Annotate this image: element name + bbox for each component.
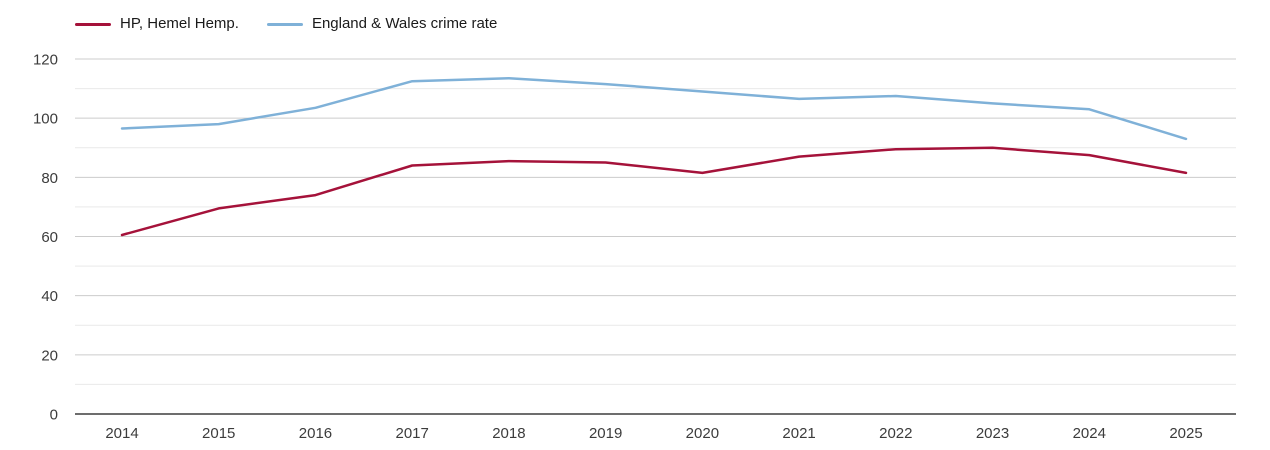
x-tick-label: 2021 xyxy=(782,425,815,442)
x-tick-label: 2016 xyxy=(299,425,332,442)
x-tick-label: 2019 xyxy=(589,425,622,442)
y-tick-label: 0 xyxy=(50,407,58,424)
x-tick-label: 2018 xyxy=(492,425,525,442)
gridlines xyxy=(75,58,1236,385)
y-tick-label: 40 xyxy=(41,288,58,305)
y-tick-label: 20 xyxy=(41,347,58,364)
legend-swatch-hp-icon xyxy=(75,22,111,26)
x-tick-label: 2014 xyxy=(105,425,138,442)
legend-item-hp-hemel-hemp: HP, Hemel Hemp. xyxy=(75,14,239,34)
y-tick-label: 80 xyxy=(41,170,58,187)
x-tick-label: 2015 xyxy=(202,425,235,442)
x-axis-tick-labels: 2014 2015 2016 2017 2018 2019 2020 2021 2022 2023… xyxy=(105,425,1202,442)
y-tick-label: 100 xyxy=(33,111,58,128)
y-tick-label: 120 xyxy=(33,52,58,69)
series-line-hp-hemel-hemp xyxy=(120,146,1188,237)
x-tick-label: 2024 xyxy=(1073,425,1106,442)
series-line-england-wales-crime-rate xyxy=(120,76,1188,141)
x-tick-label: 2023 xyxy=(976,425,1009,442)
x-tick-label: 2020 xyxy=(686,425,719,442)
x-tick-label: 2022 xyxy=(879,425,912,442)
x-tick-label: 2025 xyxy=(1169,425,1202,442)
y-axis-tick-labels: 0 20 40 60 80 100 120 xyxy=(33,52,58,424)
legend-item-england-wales: England & Wales crime rate xyxy=(266,14,498,34)
legend-label-hp: HP, Hemel Hemp. xyxy=(120,15,239,32)
legend-swatch-england-wales-icon xyxy=(266,22,303,26)
chart-legend: HP, Hemel Hemp. England & Wales crime ra… xyxy=(75,14,497,34)
x-tick-label: 2017 xyxy=(395,425,428,442)
legend-label-england-wales: England & Wales crime rate xyxy=(311,15,498,32)
y-tick-label: 60 xyxy=(41,229,58,246)
